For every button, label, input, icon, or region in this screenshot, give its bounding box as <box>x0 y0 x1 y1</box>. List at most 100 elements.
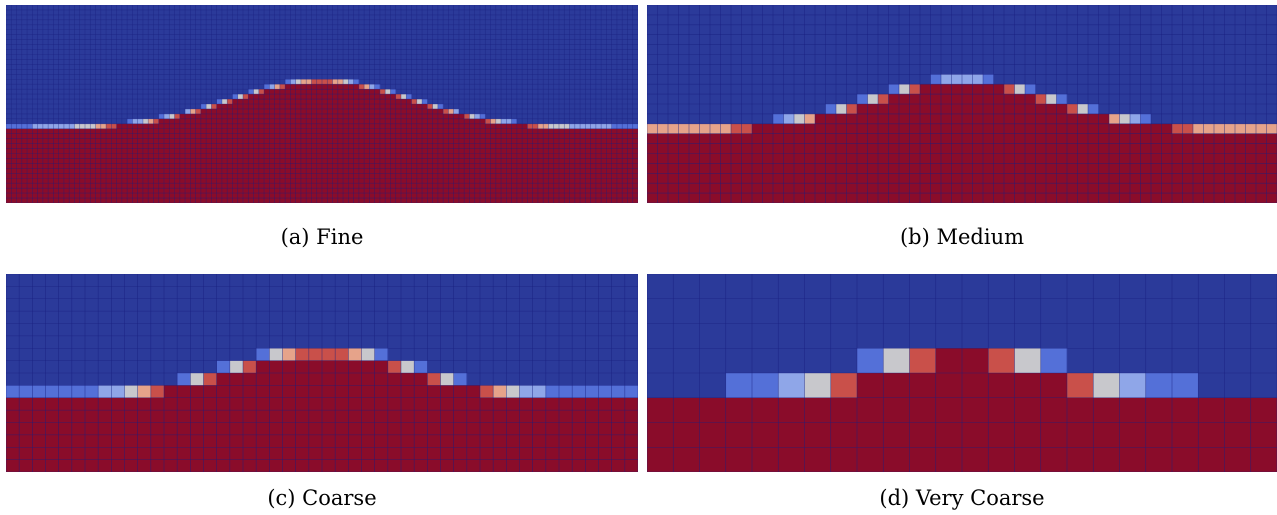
water-cell <box>480 434 494 448</box>
water-cell <box>448 163 454 169</box>
water-cell <box>158 123 165 130</box>
water-cell <box>559 198 565 203</box>
water-cell <box>532 397 547 411</box>
water-cell <box>200 168 207 174</box>
water-cell <box>1088 143 1099 154</box>
water-cell <box>448 138 454 144</box>
water-cell <box>282 397 296 411</box>
interface-cell <box>480 113 486 120</box>
water-cell <box>1182 193 1194 203</box>
water-cell <box>300 143 307 149</box>
water-cell <box>406 138 412 144</box>
water-cell <box>343 89 349 95</box>
water-cell <box>348 193 354 199</box>
water-cell <box>553 138 560 144</box>
water-cell <box>464 133 470 139</box>
water-cell <box>1119 193 1131 203</box>
water-cell <box>448 158 454 164</box>
water-cell <box>611 153 618 159</box>
water-cell <box>1256 193 1267 203</box>
water-cell <box>106 148 112 154</box>
water-cell <box>836 163 847 174</box>
water-cell <box>190 153 196 159</box>
water-cell <box>480 138 486 144</box>
water-cell <box>285 89 291 95</box>
water-cell <box>878 163 889 174</box>
water-cell <box>369 158 375 164</box>
water-cell <box>532 163 539 169</box>
water-cell <box>132 143 138 149</box>
interface-cell <box>647 373 674 399</box>
water-cell <box>63 163 70 169</box>
water-cell <box>532 158 539 164</box>
interface-cell <box>295 348 310 361</box>
water-cell <box>364 183 370 189</box>
water-cell <box>164 128 170 134</box>
water-cell <box>930 183 942 194</box>
water-cell <box>203 434 217 448</box>
water-cell <box>406 193 412 199</box>
water-cell <box>972 84 984 95</box>
water-cell <box>469 158 476 164</box>
water-cell <box>401 113 407 120</box>
water-cell <box>495 128 502 134</box>
water-cell <box>90 143 96 149</box>
interface-cell <box>227 99 233 105</box>
water-cell <box>1046 104 1057 115</box>
water-cell <box>32 198 38 203</box>
water-cell <box>74 148 81 154</box>
water-cell <box>532 459 547 472</box>
water-cell <box>153 163 160 169</box>
water-cell <box>485 193 491 199</box>
water-cell <box>559 163 565 169</box>
water-cell <box>85 143 91 149</box>
water-cell <box>311 178 318 184</box>
water-cell <box>1193 193 1204 203</box>
water-cell <box>559 397 573 411</box>
water-cell <box>443 133 449 139</box>
water-cell <box>516 128 523 134</box>
water-cell <box>422 188 428 194</box>
water-cell <box>216 113 223 120</box>
water-cell <box>506 158 512 164</box>
water-cell <box>395 183 402 189</box>
water-cell <box>506 397 520 411</box>
water-cell <box>269 410 283 423</box>
water-cell <box>1067 133 1078 144</box>
water-cell <box>190 133 196 139</box>
water-cell <box>395 118 402 125</box>
water-cell <box>1224 133 1236 144</box>
interface-cell <box>762 113 774 125</box>
water-cell <box>815 123 826 134</box>
water-cell <box>387 447 402 460</box>
water-cell <box>920 173 931 184</box>
water-cell <box>443 118 449 125</box>
water-cell <box>148 153 154 159</box>
water-cell <box>1224 447 1252 472</box>
water-cell <box>569 143 576 149</box>
water-cell <box>406 148 412 154</box>
water-cell <box>1056 133 1068 144</box>
water-cell <box>511 168 518 174</box>
water-cell <box>485 168 491 174</box>
interface-cell <box>1224 373 1252 399</box>
water-cell <box>411 118 418 125</box>
water-cell <box>37 163 44 169</box>
water-cell <box>453 158 460 164</box>
water-cell <box>395 188 402 194</box>
water-cell <box>406 153 412 159</box>
water-cell <box>348 89 354 95</box>
water-cell <box>216 193 223 199</box>
water-cell <box>216 158 223 164</box>
water-cell <box>516 123 523 130</box>
water-cell <box>564 148 570 154</box>
water-cell <box>232 118 239 125</box>
water-cell <box>243 158 249 164</box>
water-cell <box>601 188 607 194</box>
water-cell <box>153 138 160 144</box>
water-cell <box>53 173 59 179</box>
water-cell <box>248 94 254 100</box>
interface-cell <box>590 123 597 130</box>
interface-cell <box>506 385 520 399</box>
water-cell <box>516 133 523 139</box>
